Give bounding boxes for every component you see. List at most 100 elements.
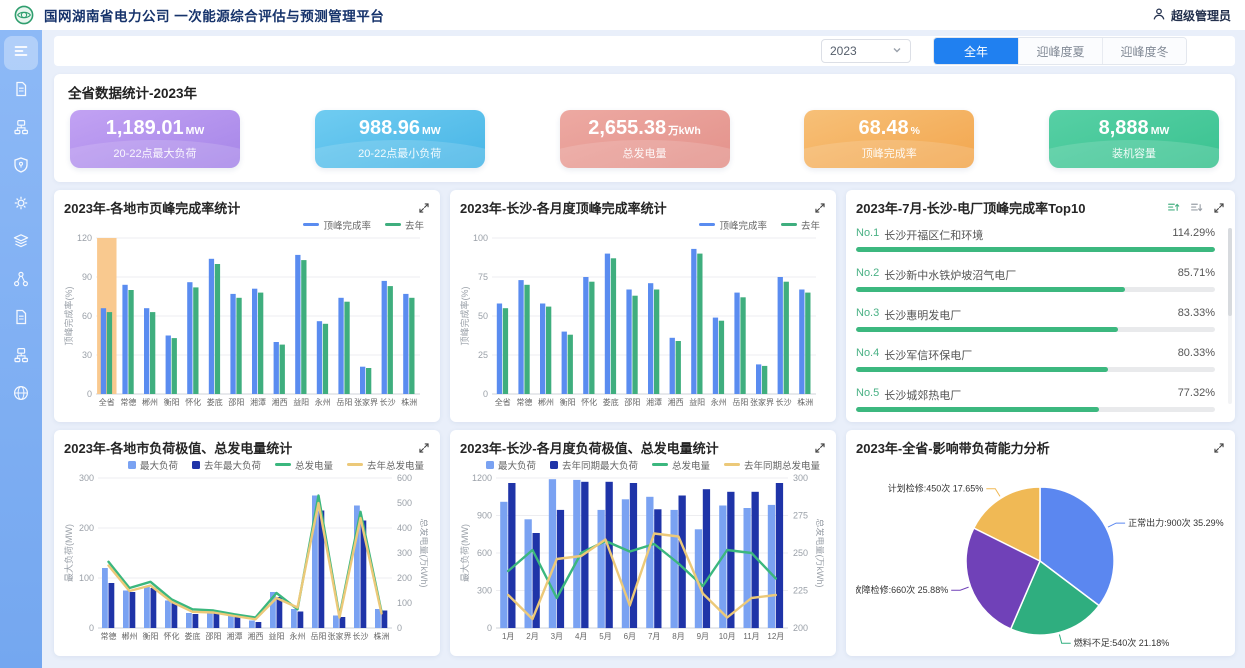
user-icon — [1152, 7, 1166, 24]
legend-item[interactable]: 最大负荷 — [127, 458, 178, 472]
svg-text:200: 200 — [397, 573, 412, 583]
panel-title: 2023年-各地市负荷极值、总发电量统计 — [64, 441, 293, 456]
svg-text:30: 30 — [82, 350, 92, 360]
stat-label: 顶峰完成率 — [861, 148, 917, 160]
svg-text:怀化: 怀化 — [185, 397, 201, 407]
legend-item[interactable]: 去年 — [384, 218, 424, 232]
month-peak-rate-bar-chart[interactable]: 0 25 50 75 100 顶峰完成率(%) 全省 常德 郴州 衡阳 怀化 娄底 邵阳 湘潭 湘西 益阳 永州… — [459, 232, 824, 412]
completion-rate: 83.33% — [1177, 307, 1215, 319]
svg-text:0: 0 — [483, 389, 488, 399]
user-menu[interactable]: 超级管理员 — [1152, 7, 1231, 24]
svg-text:最大负荷(MW): 最大负荷(MW) — [64, 524, 74, 582]
expand-icon[interactable] — [1213, 202, 1225, 214]
panel-title: 2023年-长沙-各月度顶峰完成率统计 — [460, 201, 667, 216]
expand-icon[interactable] — [418, 442, 430, 454]
month-load-generation-chart[interactable]: 0 300 600 900 1200 200 225 250 275 300 最大负荷(MW) 总发电… — [459, 472, 826, 646]
sort-ascending-icon[interactable] — [1167, 201, 1180, 214]
sidebar-item-gear[interactable] — [4, 188, 38, 222]
rank-label: No.5 — [856, 387, 880, 399]
svg-text:100: 100 — [79, 573, 94, 583]
svg-text:25: 25 — [478, 350, 488, 360]
expand-icon[interactable] — [1213, 442, 1225, 454]
sidebar-item-document[interactable] — [4, 74, 38, 108]
panel-title: 2023年-全省-影响带负荷能力分析 — [856, 441, 1050, 456]
svg-text:怀化: 怀化 — [164, 631, 180, 641]
svg-text:常德: 常德 — [516, 397, 532, 407]
load-capacity-pie-chart[interactable]: 正常出力:900次 35.29% 燃料不足:540次 21.18% 故障检修:660… — [853, 457, 1224, 649]
svg-text:300: 300 — [397, 548, 412, 558]
legend-item[interactable]: 顶峰完成率 — [699, 218, 767, 232]
sidebar-item-shield[interactable] — [4, 150, 38, 184]
stat-cards-row: 1,189.01 MW 20-22点最大负荷 988.96 MW 20-22点最小负… — [68, 110, 1221, 168]
sidebar-item-menu[interactable] — [4, 36, 38, 70]
svg-text:张家界: 张家界 — [328, 631, 352, 641]
sidebar-item-globe[interactable] — [4, 378, 38, 412]
tab-winter-peak[interactable]: 迎峰度冬 — [1102, 38, 1186, 64]
panel-city-load-generation: 2023年-各地市负荷极值、总发电量统计 最大负荷 去年最大负荷 总发电量 去年… — [54, 430, 440, 656]
svg-text:100: 100 — [397, 598, 412, 608]
stat-label: 装机容量 — [1112, 148, 1156, 160]
progress-bar — [856, 247, 1215, 252]
svg-text:衡阳: 衡阳 — [143, 631, 159, 641]
scrollbar[interactable] — [1228, 228, 1232, 404]
legend-item[interactable]: 去年同期最大负荷 — [549, 458, 638, 472]
legend-item[interactable]: 去年同期总发电量 — [723, 458, 820, 472]
sidebar-item-org-chart[interactable] — [4, 340, 38, 374]
svg-text:衡阳: 衡阳 — [164, 397, 180, 407]
svg-text:1月: 1月 — [502, 632, 514, 641]
chart-legend: 最大负荷 去年同期最大负荷 总发电量 去年同期总发电量 — [460, 457, 826, 472]
svg-text:5月: 5月 — [599, 632, 611, 641]
legend-item[interactable]: 去年最大负荷 — [191, 458, 261, 472]
legend-item[interactable]: 去年 — [780, 218, 820, 232]
panel-month-peak-rate: 2023年-长沙-各月度顶峰完成率统计 顶峰完成率 去年 0 25 50 75 100 顶… — [450, 190, 836, 422]
plant-name: 长沙城郊热电厂 — [884, 390, 962, 402]
tab-full-year[interactable]: 全年 — [934, 38, 1018, 64]
svg-text:娄底: 娄底 — [603, 397, 619, 407]
svg-text:1200: 1200 — [472, 473, 492, 483]
stat-card: 2,655.38 万kWh 总发电量 — [559, 110, 730, 168]
svg-text:500: 500 — [397, 498, 412, 508]
svg-text:200: 200 — [79, 523, 94, 533]
user-name: 超级管理员 — [1170, 8, 1231, 23]
svg-text:株洲: 株洲 — [374, 631, 390, 641]
stat-value: 988.96 MW — [358, 117, 441, 139]
top10-item: No.4 长沙军信环保电厂 80.33% — [856, 347, 1215, 372]
svg-text:湘西: 湘西 — [668, 397, 684, 407]
legend-item[interactable]: 总发电量 — [274, 458, 333, 472]
svg-text:4月: 4月 — [575, 632, 587, 641]
expand-icon[interactable] — [814, 442, 826, 454]
svg-text:全省: 全省 — [99, 397, 115, 407]
expand-icon[interactable] — [418, 202, 430, 214]
svg-text:100: 100 — [473, 233, 488, 243]
sidebar-item-share-nodes[interactable] — [4, 264, 38, 298]
legend-item[interactable]: 去年总发电量 — [346, 458, 424, 472]
sidebar-item-org-chart[interactable] — [4, 112, 38, 146]
sidebar-item-layers[interactable] — [4, 226, 38, 260]
svg-text:郴州: 郴州 — [538, 398, 554, 407]
sort-descending-icon[interactable] — [1190, 201, 1203, 214]
progress-bar — [856, 287, 1215, 292]
expand-icon[interactable] — [814, 202, 826, 214]
svg-text:600: 600 — [477, 548, 492, 558]
plant-name: 长沙惠明发电厂 — [884, 310, 962, 322]
tab-summer-peak[interactable]: 迎峰度夏 — [1018, 38, 1102, 64]
panel-city-peak-rate: 2023年-各地市页峰完成率统计 顶峰完成率 去年 0 30 60 90 120 顶峰完成… — [54, 190, 440, 422]
legend-item[interactable]: 最大负荷 — [485, 458, 536, 472]
rank-label: No.1 — [856, 227, 880, 239]
legend-item[interactable]: 顶峰完成率 — [303, 218, 371, 232]
completion-rate: 85.71% — [1177, 267, 1215, 279]
stat-value: 68.48% — [858, 117, 920, 139]
year-select[interactable]: 2023 — [821, 39, 911, 63]
legend-item[interactable]: 总发电量 — [651, 458, 710, 472]
sidebar-item-document[interactable] — [4, 302, 38, 336]
svg-text:400: 400 — [397, 523, 412, 533]
svg-text:郴州: 郴州 — [142, 398, 158, 407]
svg-text:300: 300 — [79, 473, 94, 483]
svg-text:0: 0 — [89, 623, 94, 633]
rank-label: No.2 — [856, 267, 880, 279]
province-stats-panel: 全省数据统计-2023年 1,189.01 MW 20-22点最大负荷 988.9… — [54, 74, 1235, 182]
layers-icon — [12, 232, 30, 255]
progress-bar — [856, 367, 1215, 372]
city-load-generation-chart[interactable]: 0 100 200 300 0 100 200 300 400 500 600 最大负荷(MW) 总发电… — [63, 472, 430, 646]
city-peak-rate-bar-chart[interactable]: 0 30 60 90 120 顶峰完成率(%) 全省 常德 郴州 衡阳 怀化 娄底 邵阳 湘潭 湘西 益阳 永州… — [63, 232, 428, 412]
